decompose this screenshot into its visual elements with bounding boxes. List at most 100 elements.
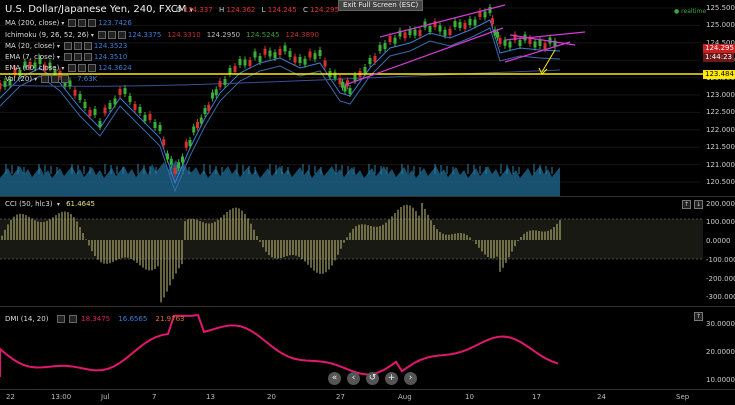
indicator-settings-icon[interactable] bbox=[78, 19, 87, 27]
main-price-panel[interactable]: U.S. Dollar/Japanese Yen, 240, FXCM ▾ O … bbox=[0, 0, 735, 196]
candle-body bbox=[293, 56, 297, 63]
candle-body bbox=[223, 79, 227, 85]
panel-separator[interactable] bbox=[0, 306, 735, 307]
zoom-in-button[interactable]: + bbox=[385, 372, 398, 385]
candle-body bbox=[496, 31, 499, 38]
indicator-dropdown-icon[interactable]: ▾ bbox=[61, 20, 65, 27]
indicator-dropdown-icon[interactable]: ▾ bbox=[56, 54, 60, 61]
dmi-chart-canvas[interactable] bbox=[0, 307, 735, 389]
candle-body bbox=[207, 104, 211, 111]
indicator-visibility-icon[interactable] bbox=[63, 53, 72, 61]
realtime-indicator: ● realtime bbox=[674, 8, 706, 15]
scroll-start-button[interactable]: « bbox=[328, 372, 341, 385]
dmi-settings-icon[interactable] bbox=[56, 315, 65, 323]
indicator-settings-icon[interactable] bbox=[73, 53, 82, 61]
candle-body bbox=[218, 81, 222, 87]
indicator-dropdown-icon[interactable]: ▾ bbox=[34, 76, 38, 83]
indicator-row[interactable]: MA (200, close) ▾ 123.7426 bbox=[5, 19, 138, 28]
candle-body bbox=[268, 50, 272, 57]
candle-body bbox=[473, 19, 477, 26]
candle-body bbox=[491, 18, 494, 25]
time-tick-label: 17 bbox=[532, 393, 541, 401]
candle-body bbox=[318, 50, 322, 56]
indicator-visibility-icon[interactable] bbox=[68, 64, 77, 72]
indicator-value: 7.63K bbox=[77, 75, 98, 83]
dmi-value-0: 18.3475 bbox=[81, 315, 111, 323]
indicator-visibility-icon[interactable] bbox=[41, 75, 50, 83]
time-tick-label: 24 bbox=[597, 393, 606, 401]
price-chart-canvas[interactable] bbox=[0, 0, 735, 196]
candle-body bbox=[398, 30, 402, 37]
candle-body bbox=[263, 48, 267, 55]
candle-body bbox=[478, 11, 482, 17]
indicator-dropdown-icon[interactable]: ▾ bbox=[90, 32, 94, 39]
scroll-right-button[interactable]: › bbox=[404, 372, 417, 385]
time-axis: 22 13:00 Jul 7 13 20 27 Aug 10 17 24 Sep bbox=[0, 389, 735, 405]
candle-body bbox=[373, 56, 377, 62]
cci-panel[interactable]: CCI (50, hlc3) ▾ 61.4645 ↑ ↓ 200.0000 100… bbox=[0, 197, 735, 306]
indicator-visibility-icon[interactable] bbox=[97, 31, 106, 39]
candle-body bbox=[388, 36, 392, 42]
price-tick-label: 122.000 bbox=[706, 125, 735, 134]
indicator-settings-icon[interactable] bbox=[78, 64, 87, 72]
indicator-close-icon[interactable] bbox=[117, 31, 126, 39]
candle-body bbox=[173, 168, 177, 174]
indicator-visibility-icon[interactable] bbox=[68, 19, 77, 27]
indicator-settings-icon[interactable] bbox=[107, 31, 116, 39]
indicator-name: Vol (20) bbox=[5, 75, 33, 83]
panel-separator[interactable] bbox=[0, 196, 735, 197]
cci-chart-canvas[interactable] bbox=[0, 197, 735, 306]
exit-full-screen-button[interactable]: Exit Full Screen (ESC) bbox=[338, 0, 424, 11]
indicator-dropdown-icon[interactable]: ▾ bbox=[61, 65, 65, 72]
candle-body bbox=[108, 103, 112, 109]
indicator-value: 124.3375 bbox=[127, 31, 162, 39]
cci-dropdown-icon[interactable]: ▾ bbox=[56, 201, 60, 208]
indicator-row[interactable]: Vol (20) ▾ 7.63K bbox=[5, 75, 103, 84]
indicator-dropdown-icon[interactable]: ▾ bbox=[56, 43, 60, 50]
candle-body bbox=[78, 94, 82, 100]
candle-body bbox=[184, 141, 188, 148]
dmi-close-icon[interactable] bbox=[68, 315, 77, 323]
indicator-settings-icon[interactable] bbox=[51, 75, 60, 83]
symbol-dropdown-icon[interactable]: ▾ bbox=[189, 6, 194, 14]
indicator-row[interactable]: EMA (60, close) ▾ 124.3624 bbox=[5, 64, 138, 73]
time-tick-label: Aug bbox=[398, 393, 412, 401]
indicator-value: 123.7426 bbox=[98, 19, 132, 27]
price-tick-label: 120.500 bbox=[706, 178, 735, 186]
candle-body bbox=[418, 30, 422, 36]
cci-tick-label: -100.0000 bbox=[706, 256, 735, 264]
candle-body bbox=[483, 11, 487, 18]
reset-chart-button[interactable]: ↺ bbox=[366, 372, 379, 385]
cci-collapse-icon[interactable]: ↑ bbox=[682, 200, 691, 209]
candle-body bbox=[153, 122, 157, 128]
indicator-name: MA (200, close) bbox=[5, 19, 60, 27]
candle-body bbox=[68, 80, 72, 87]
indicator-settings-icon[interactable] bbox=[73, 42, 82, 50]
indicator-close-icon[interactable] bbox=[88, 19, 97, 27]
indicator-close-icon[interactable] bbox=[83, 42, 92, 50]
candle-body bbox=[543, 43, 547, 50]
candle-body bbox=[162, 139, 166, 146]
candle-body bbox=[333, 72, 337, 79]
cci-value: 61.4645 bbox=[66, 200, 96, 208]
indicator-close-icon[interactable] bbox=[88, 64, 97, 72]
candle-body bbox=[348, 88, 352, 94]
current-price-tag: 124.295 bbox=[703, 44, 735, 53]
indicator-value: 124.3510 bbox=[93, 53, 128, 61]
candle-body bbox=[503, 39, 507, 46]
cci-tick-label: -200.0000 bbox=[706, 275, 735, 283]
indicator-visibility-icon[interactable] bbox=[63, 42, 72, 50]
indicator-row[interactable]: Ichimoku (9, 26, 52, 26) ▾ 124.3375 124.331… bbox=[5, 31, 325, 40]
indicator-row[interactable]: MA (20, close) ▾ 124.3523 bbox=[5, 42, 133, 51]
indicator-close-icon[interactable] bbox=[83, 53, 92, 61]
candle-body bbox=[283, 45, 287, 52]
dmi-collapse-icon[interactable]: ↑ bbox=[694, 312, 703, 321]
indicator-close-icon[interactable] bbox=[61, 75, 70, 83]
indicator-row[interactable]: EMA (7, close) ▾ 124.3510 bbox=[5, 53, 133, 62]
indicator-value: 124.3523 bbox=[93, 42, 128, 50]
time-tick-label: Sep bbox=[676, 393, 690, 401]
scroll-left-button[interactable]: ‹ bbox=[347, 372, 360, 385]
cci-close-icon[interactable]: ↓ bbox=[694, 200, 703, 209]
candle-body bbox=[538, 40, 542, 46]
candle-body bbox=[298, 57, 302, 63]
